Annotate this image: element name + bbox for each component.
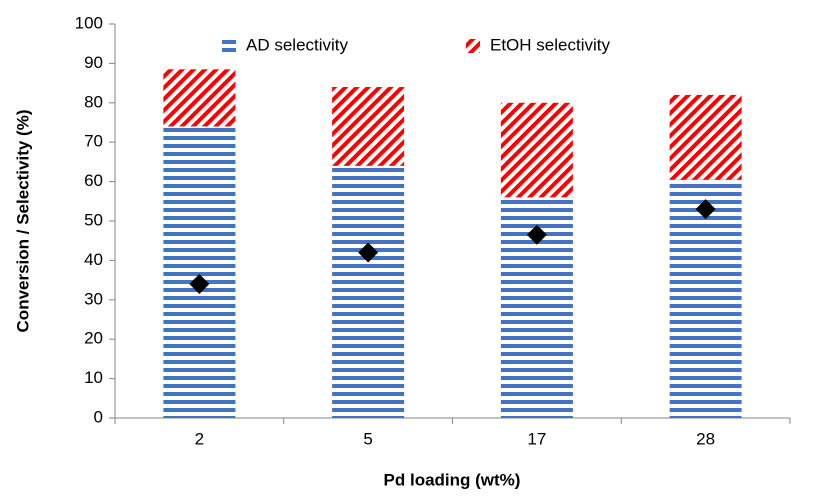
bar-segment [163, 126, 236, 418]
bar-segment [669, 179, 742, 418]
x-axis-title: Pd loading (wt%) [384, 470, 521, 489]
bar-segment [332, 165, 405, 418]
bar-segment [669, 94, 742, 180]
y-tick-label: 50 [84, 210, 103, 229]
conversion-marker [358, 242, 379, 263]
legend-label: EtOH selectivity [490, 35, 610, 54]
bar-segment [500, 102, 573, 198]
bar-segment [332, 87, 405, 166]
y-tick-label: 0 [94, 407, 103, 426]
y-tick-label: 100 [75, 13, 103, 32]
y-tick-label: 20 [84, 329, 103, 348]
x-tick-label: 17 [527, 429, 546, 448]
y-tick-label: 40 [84, 250, 103, 269]
conversion-marker [189, 274, 210, 295]
y-tick-label: 10 [84, 368, 103, 387]
x-tick-label: 2 [195, 429, 204, 448]
y-tick-label: 80 [84, 92, 103, 111]
conversion-marker [695, 199, 716, 220]
legend-swatch [222, 39, 236, 53]
y-tick-label: 60 [84, 171, 103, 190]
y-tick-label: 90 [84, 53, 103, 72]
bar-segment [163, 69, 236, 127]
x-tick-label: 5 [363, 429, 372, 448]
y-axis-title: Conversion / Selectivity (%) [13, 110, 32, 333]
y-tick-label: 30 [84, 289, 103, 308]
legend-swatch [466, 39, 480, 53]
x-tick-label: 28 [696, 429, 715, 448]
conversion-marker [526, 224, 547, 245]
legend-label: AD selectivity [246, 35, 349, 54]
y-tick-label: 70 [84, 132, 103, 151]
